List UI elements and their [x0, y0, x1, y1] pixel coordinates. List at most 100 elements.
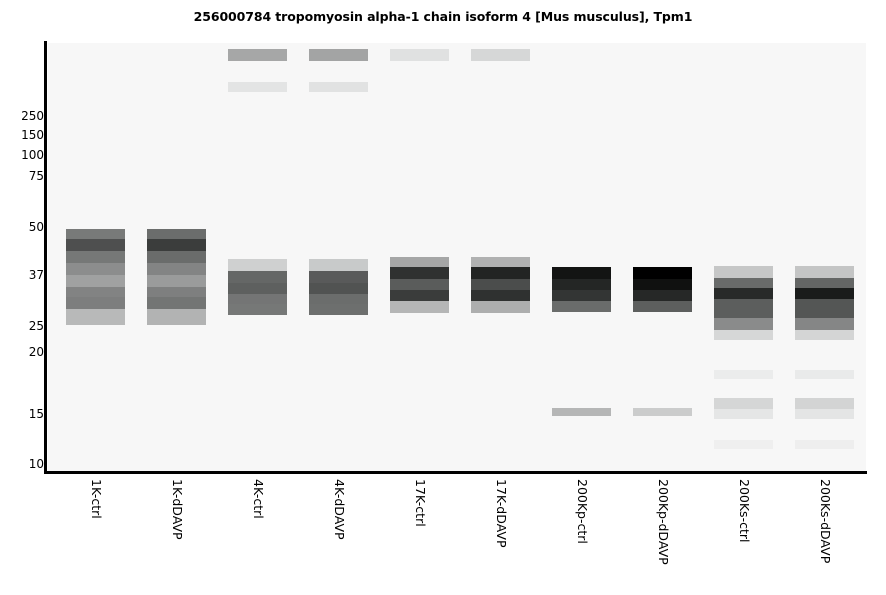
gel-band: [66, 287, 125, 297]
gel-band: [147, 309, 206, 325]
gel-band: [309, 304, 368, 315]
y-tick-label: 250: [21, 109, 44, 123]
x-tick-label-1k-ctrl: 1K-ctrl: [88, 479, 104, 589]
gel-band: [147, 229, 206, 239]
y-tick-label: 10: [28, 457, 44, 471]
gel-band: [795, 330, 854, 340]
gel-band: [795, 288, 854, 299]
y-tick-label: 150: [21, 128, 44, 142]
y-tick-label: 15: [28, 407, 44, 421]
gel-band: [147, 287, 206, 297]
gel-band: [714, 288, 773, 299]
gel-band: [147, 239, 206, 251]
y-tick-label: 20: [28, 345, 44, 359]
gel-lane: [552, 43, 611, 472]
gel-band: [66, 251, 125, 263]
gel-band: [228, 82, 287, 92]
gel-band: [795, 409, 854, 419]
y-tick-label: 25: [28, 319, 44, 333]
x-tick-label-text: 1K-dDAVP: [169, 479, 185, 540]
gel-lane: [309, 43, 368, 472]
gel-band: [390, 279, 449, 290]
x-tick-label-1k-ddavp: 1K-dDAVP: [169, 479, 185, 589]
x-tick-label-text: 17K-dDAVP: [493, 479, 509, 548]
gel-lane: [390, 43, 449, 472]
y-tick-label: 37: [28, 268, 44, 282]
gel-band: [714, 409, 773, 419]
gel-band: [309, 49, 368, 61]
gel-band: [66, 239, 125, 251]
x-tick-label-17k-ctrl: 17K-ctrl: [412, 479, 428, 589]
gel-band: [147, 297, 206, 309]
gel-band: [309, 283, 368, 294]
gel-band: [714, 299, 773, 318]
gel-band: [471, 267, 530, 279]
gel-band: [309, 259, 368, 271]
plot-area: [48, 43, 866, 472]
gel-band: [228, 304, 287, 315]
x-tick-label-text: 17K-ctrl: [412, 479, 428, 527]
x-tick-label-200kp-ddavp: 200Kp-dDAVP: [655, 479, 671, 589]
gel-band: [66, 275, 125, 287]
gel-band: [471, 301, 530, 313]
gel-band: [633, 290, 692, 301]
gel-band: [552, 267, 611, 279]
gel-band: [633, 408, 692, 416]
gel-band: [390, 267, 449, 279]
x-axis-line: [44, 471, 867, 474]
gel-band: [714, 318, 773, 330]
gel-band: [309, 82, 368, 92]
x-tick-label-4k-ddavp: 4K-dDAVP: [332, 479, 347, 589]
gel-band: [66, 229, 125, 239]
gel-lane: [714, 43, 773, 472]
gel-lane: [471, 43, 530, 472]
gel-band: [633, 301, 692, 312]
gel-band: [228, 49, 287, 61]
gel-band: [390, 257, 449, 267]
x-tick-label-17k-ddavp: 17K-dDAVP: [493, 479, 509, 589]
x-tick-label-text: 1K-ctrl: [88, 479, 104, 519]
gel-band: [795, 398, 854, 409]
x-tick-label-text: 200Ks-dDAVP: [817, 479, 833, 564]
x-tick-label-4k-ctrl: 4K-ctrl: [251, 479, 266, 589]
y-tick-label: 50: [28, 220, 44, 234]
y-tick-label: 100: [21, 148, 44, 162]
gel-band: [228, 294, 287, 304]
gel-band: [633, 279, 692, 290]
y-axis-line: [44, 41, 47, 474]
gel-band: [228, 271, 287, 283]
gel-band: [471, 290, 530, 301]
x-tick-label-200kp-ctrl: 200Kp-ctrl: [574, 479, 590, 589]
gel-band: [390, 49, 449, 61]
gel-band: [228, 259, 287, 271]
gel-band: [471, 279, 530, 290]
gel-band: [552, 279, 611, 290]
y-axis-tick-labels: 250 150 100 75 50 37 25 20 15 10: [0, 0, 44, 595]
gel-band: [714, 266, 773, 278]
page-title: 256000784 tropomyosin alpha-1 chain isof…: [193, 9, 693, 24]
gel-lane: [66, 43, 125, 472]
gel-band: [390, 290, 449, 301]
gel-band: [309, 271, 368, 283]
x-tick-label-200ks-ddavp: 200Ks-dDAVP: [817, 479, 833, 589]
gel-band: [471, 49, 530, 61]
gel-band: [66, 297, 125, 309]
gel-band: [795, 440, 854, 449]
gel-band: [66, 263, 125, 275]
gel-band: [147, 275, 206, 287]
gel-lane: [633, 43, 692, 472]
x-tick-label-text: 200Kp-dDAVP: [655, 479, 671, 565]
gel-band: [552, 301, 611, 312]
gel-band: [714, 278, 773, 288]
gel-band: [714, 370, 773, 379]
gel-band: [471, 257, 530, 267]
gel-band: [714, 398, 773, 409]
gel-band: [390, 301, 449, 313]
gel-lane: [147, 43, 206, 472]
x-tick-label-text: 200Kp-ctrl: [574, 479, 590, 544]
gel-band: [714, 330, 773, 340]
gel-band: [66, 309, 125, 325]
gel-band: [147, 251, 206, 263]
gel-band: [147, 263, 206, 275]
